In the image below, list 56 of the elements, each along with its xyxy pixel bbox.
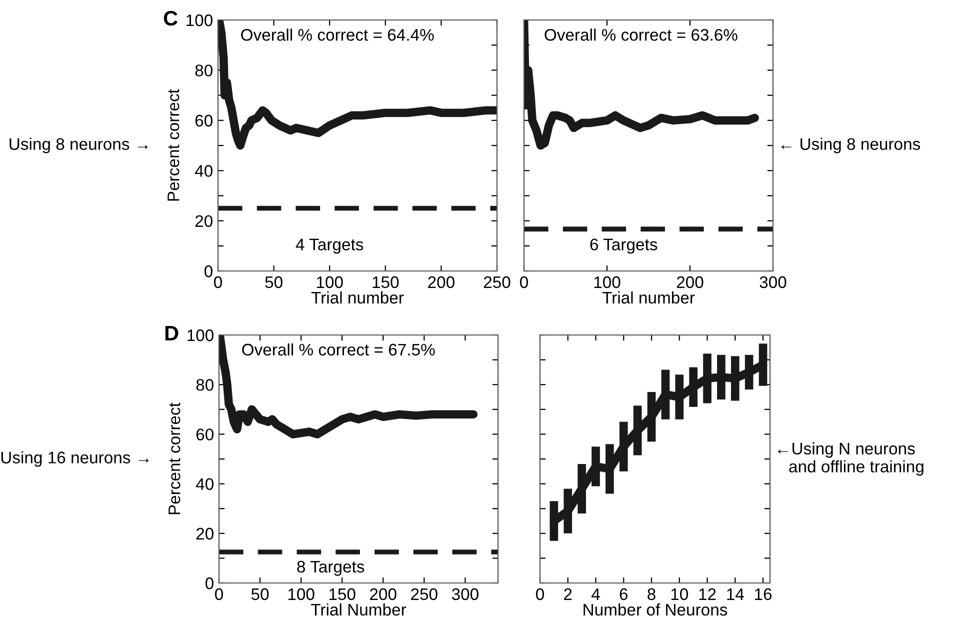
x-axis-title: Number of Neurons [584,603,728,616]
x-tick-label: 14 [727,588,744,600]
x-tick-label: 50 [251,588,269,600]
y-tick-label: 100 [186,14,212,26]
y-tick-label: 40 [194,165,212,177]
x-tick-label: 250 [411,588,438,600]
annotation: 8 Targets [297,560,364,576]
x-tick-label: 0 [520,276,528,288]
y-axis-title: Percent correct [168,89,180,201]
x-tick-label: 300 [452,588,478,600]
chart-title: C [164,10,178,26]
text: Using 16 neurons → [1,451,149,467]
x-tick-label: 100 [288,588,314,600]
y-tick-label: 0 [204,265,212,278]
x-tick-label: 150 [329,588,356,600]
x-tick-label: 200 [428,276,454,288]
x-tick-label: 100 [594,276,620,288]
annotation: Overall % correct = 63.6% [544,28,738,41]
y-tick-label: 100 [188,329,214,342]
annotation: 6 Targets [590,238,658,254]
x-tick-label: 2 [564,588,572,600]
text: ← Using 8 neurons [781,138,920,154]
x-tick-label: 150 [372,276,399,288]
text: Using 8 neurons → [10,138,148,154]
y-tick-label: 80 [196,379,214,391]
x-tick-label: 250 [484,276,510,288]
x-tick-label: 6 [620,588,628,600]
y-tick-label: 0 [206,577,214,590]
annotation: 4 Targets [296,238,364,254]
y-tick-label: 80 [195,64,212,76]
x-tick-label: 300 [760,276,786,288]
x-tick-label: 4 [592,588,600,600]
y-tick-label: 60 [195,114,212,127]
annotation: Overall % correct = 64.4% [241,28,434,41]
y-tick-label: 20 [195,215,212,228]
x-tick-label: 0 [536,588,544,600]
annotation: Overall % correct = 67.5% [242,343,435,356]
x-tick-label: 16 [755,588,772,600]
chart-title: D [165,326,178,340]
x-axis-title: Trial number [311,291,404,304]
x-axis-title: Trial number [602,291,695,304]
x-tick-label: 0 [215,588,223,600]
x-tick-label: 8 [648,588,656,600]
x-tick-label: 200 [676,276,704,288]
x-axis-title: Trial Number [311,603,406,616]
text: ←Using N neurons and offline training [778,442,924,476]
x-tick-label: 50 [265,276,282,288]
y-tick-label: 40 [196,478,214,490]
x-tick-label: 200 [370,588,396,600]
x-tick-label: 100 [316,276,343,288]
y-axis-title: Percent correct [168,402,180,514]
y-tick-label: 20 [196,528,214,540]
x-tick-label: 0 [214,276,222,288]
x-tick-label: 10 [671,588,688,600]
x-tick-label: 12 [699,588,716,600]
y-tick-label: 60 [196,428,214,440]
